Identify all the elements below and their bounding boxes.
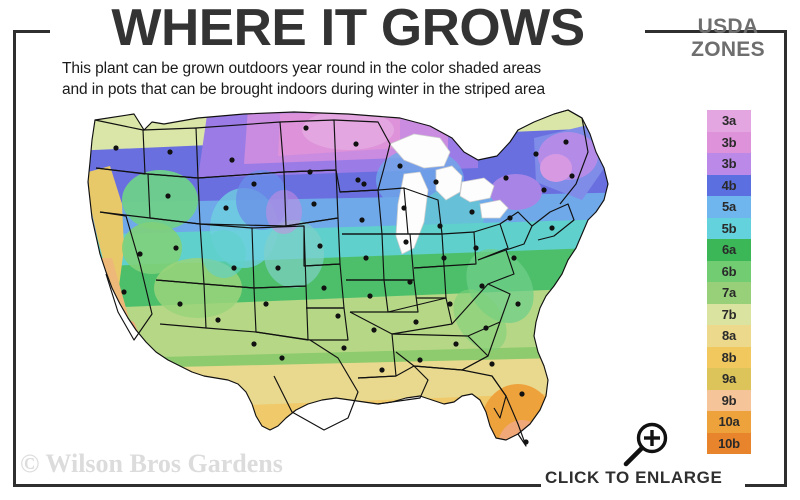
frame-bottom-segment: [13, 484, 541, 487]
map-svg: [48, 108, 648, 460]
subtitle-text: This plant can be grown outdoors year ro…: [62, 58, 632, 100]
frame-right-lower-segment: [784, 455, 787, 487]
legend-swatch-8b-11: 8b: [707, 346, 751, 368]
magnifier-svg: [623, 422, 668, 467]
state-boundaries: [87, 109, 609, 447]
click-to-enlarge-label[interactable]: CLICK TO ENLARGE: [545, 468, 723, 487]
legend-swatch-3b-1: 3b: [707, 131, 751, 153]
legend-swatch-list: 3a 3b 3b 4b 5a 5b 6a 6b 7a 7b 8a 8b 9a 9b 10a 10b: [707, 110, 751, 454]
legend-swatch-5b-5: 5b: [707, 217, 751, 239]
legend-swatch-8a-10: 8a: [707, 325, 751, 347]
legend-swatch-6b-7: 6b: [707, 260, 751, 282]
legend-swatch-3a-0: 3a: [707, 110, 751, 132]
legend-heading-line-2: ZONES: [691, 38, 765, 61]
legend-swatch-9b-13: 9b: [707, 389, 751, 411]
legend-heading: USDA ZONES: [672, 15, 784, 61]
city-dot-markers: [113, 125, 575, 445]
legend-swatch-3b-2: 3b: [707, 153, 751, 175]
legend-swatch-7b-9: 7b: [707, 303, 751, 325]
watermark: © Wilson Bros Gardens: [20, 449, 283, 478]
legend-swatch-10a-14: 10a: [707, 411, 751, 433]
frame-right-segment: [784, 30, 787, 455]
legend-swatch-4b-3: 4b: [707, 174, 751, 196]
hardiness-zone-map[interactable]: [48, 108, 648, 460]
legend-swatch-6a-6: 6a: [707, 239, 751, 261]
legend-swatch-10b-15: 10b: [707, 432, 751, 454]
frame-bottom-right-segment: [745, 484, 787, 487]
frame-left-segment: [13, 30, 16, 487]
frame-top-right-segment: [645, 30, 787, 33]
legend-swatch-5a-4: 5a: [707, 196, 751, 218]
subtitle-line-1: This plant can be grown outdoors year ro…: [62, 60, 542, 77]
legend-heading-line-1: USDA: [697, 15, 759, 38]
subtitle-line-2: and in pots that can be brought indoors …: [62, 81, 545, 98]
legend-swatch-7a-8: 7a: [707, 282, 751, 304]
magnifier-plus-icon[interactable]: [618, 418, 674, 470]
page-title: WHERE IT GROWS: [111, 0, 585, 57]
frame-top-left-segment: [13, 30, 50, 33]
legend-swatch-9a-12: 9a: [707, 368, 751, 390]
